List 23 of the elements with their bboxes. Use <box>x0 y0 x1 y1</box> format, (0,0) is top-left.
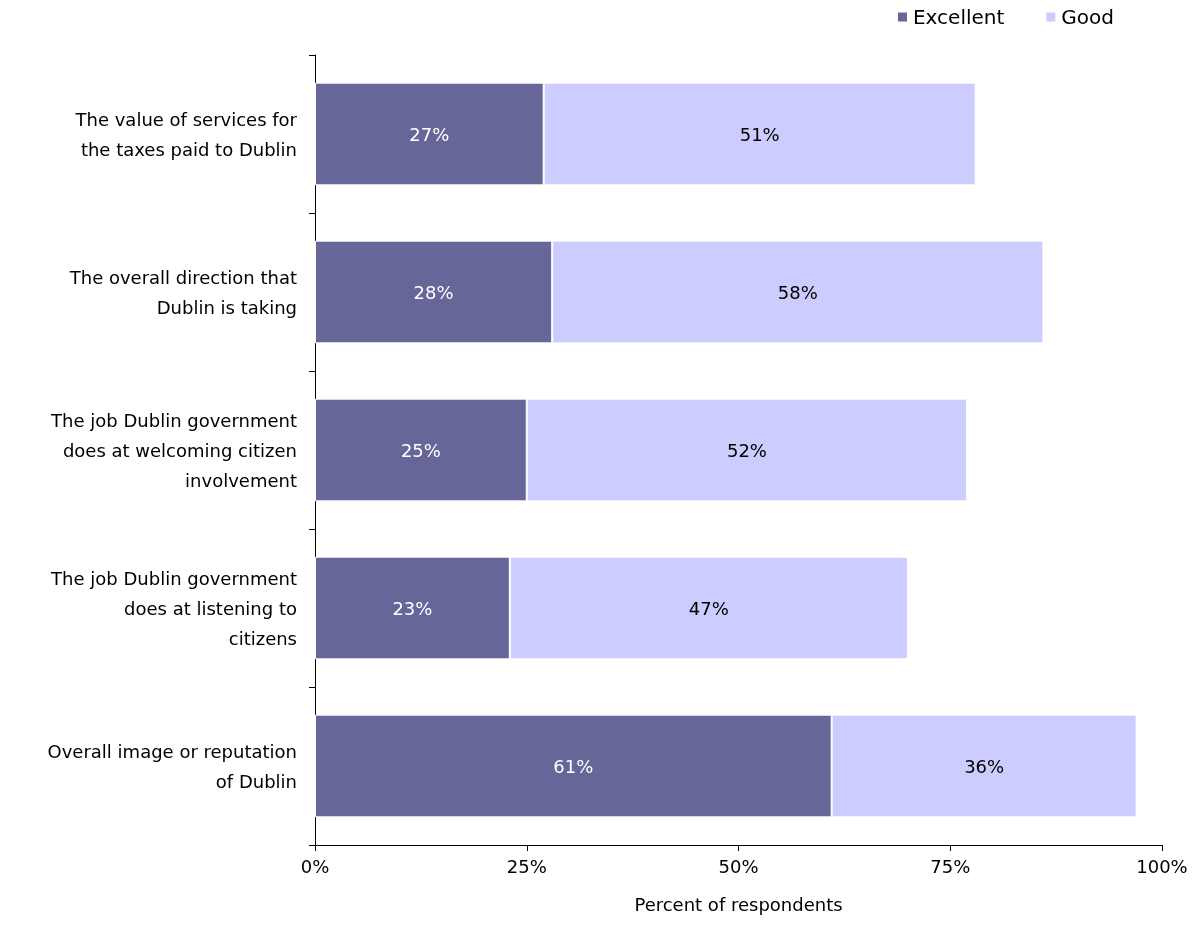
legend-label: Good <box>1061 5 1115 29</box>
y-tick-label: The value of services for the taxes paid to Dublin <box>74 108 298 160</box>
x-tick-label: 75% <box>930 855 971 877</box>
data-label: 36% <box>964 755 1005 777</box>
x-tick-label: 50% <box>718 855 759 877</box>
data-label: 61% <box>553 755 594 777</box>
legend-label: Excellent <box>912 5 1005 29</box>
x-tick-label: 0% <box>300 855 330 877</box>
data-label: 52% <box>726 439 767 461</box>
y-tick-label: The job Dublin government does at listening to citizens <box>50 567 297 649</box>
data-label: 47% <box>688 597 729 619</box>
y-tick-label: The overall direction that Dublin is taking <box>68 266 297 318</box>
x-axis-title: Percent of respondents <box>634 893 843 915</box>
data-label: 51% <box>739 123 780 145</box>
data-label: 28% <box>413 281 454 303</box>
data-label: 58% <box>777 281 818 303</box>
data-label: 27% <box>409 123 450 145</box>
data-label: 25% <box>400 439 441 461</box>
x-tick-label: 100% <box>1136 855 1188 877</box>
data-label: 23% <box>392 597 433 619</box>
y-tick-label: The job Dublin government does at welcoming citizen involvement <box>50 409 297 491</box>
y-tick-label: Overall image or reputation of Dublin <box>47 740 297 792</box>
x-tick-label: 25% <box>506 855 547 877</box>
